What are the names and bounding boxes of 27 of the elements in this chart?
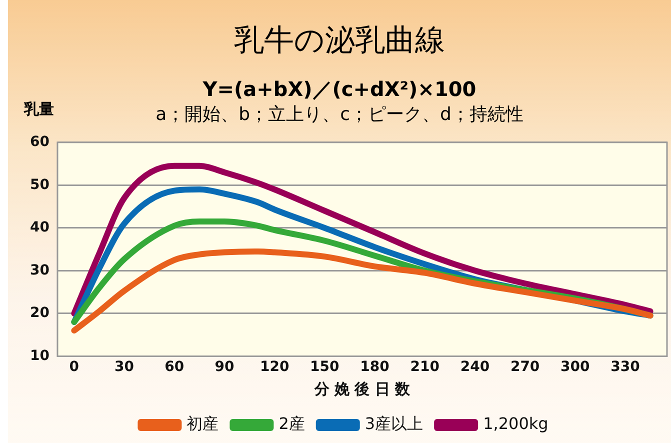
x-tick-label: 300 <box>560 359 590 376</box>
x-tick-label: 120 <box>260 359 290 376</box>
x-axis-title: 分 娩 後 日 数 <box>313 380 412 398</box>
x-tick-label: 60 <box>164 359 184 376</box>
legend-label: 2産 <box>278 414 305 434</box>
y-tick-label: 40 <box>30 220 50 236</box>
legend-label: 初産 <box>186 414 219 434</box>
y-axis-title: 乳量 <box>24 100 54 119</box>
y-tick-label: 60 <box>30 134 50 150</box>
x-tick-label: 240 <box>460 359 490 376</box>
x-tick-label: 0 <box>69 359 80 376</box>
y-tick-label: 30 <box>30 262 50 278</box>
legend-label: 3産以上 <box>364 414 424 434</box>
chart-title: 乳牛の泌乳曲線 <box>233 22 446 60</box>
y-tick-label: 50 <box>30 176 50 193</box>
x-tick-label: 210 <box>410 359 440 376</box>
y-tick-label: 10 <box>30 348 50 364</box>
x-tick-label: 270 <box>510 359 540 376</box>
legend-label: 1,200kg <box>483 414 548 434</box>
chart-subtitle: Y=(a+bX)／(c+dX²)×100 <box>202 77 476 101</box>
x-tick-label: 90 <box>214 359 234 376</box>
y-tick-label: 20 <box>30 305 50 322</box>
x-tick-label: 30 <box>114 359 134 376</box>
x-tick-label: 150 <box>310 359 340 376</box>
text: a；開始、b；立上り、c；ピーク、d；持続性 <box>156 104 524 125</box>
x-tick-label: 330 <box>610 359 640 376</box>
x-tick-label: 180 <box>360 359 390 376</box>
